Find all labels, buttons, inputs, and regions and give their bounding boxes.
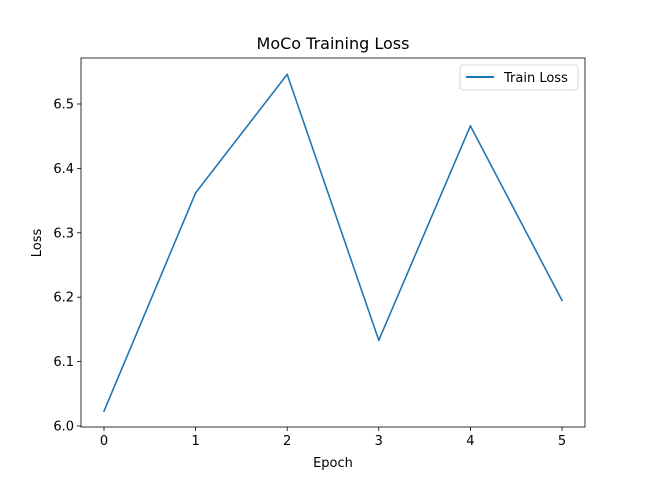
y-tick-label: 6.1: [53, 355, 74, 370]
x-tick-label: 0: [100, 434, 108, 449]
series-line-0: [103, 73, 563, 413]
x-tick-label: 4: [466, 434, 474, 449]
x-axis: 0 1 2 3 4 5: [100, 427, 566, 449]
chart-title: MoCo Training Loss: [257, 34, 410, 53]
y-tick-label: 6.4: [53, 162, 74, 177]
y-tick-label: 6.3: [53, 226, 74, 241]
y-axis: 6.0 6.1 6.2 6.3 6.4 6.5: [53, 98, 81, 435]
x-tick-label: 5: [558, 434, 566, 449]
data-point: [561, 299, 563, 302]
plot-frame: [80, 57, 586, 428]
x-tick-label: 3: [375, 434, 383, 449]
y-tick-label: 6.2: [53, 291, 74, 306]
y-tick-label: 6.5: [53, 98, 74, 113]
legend-box: [459, 64, 579, 91]
y-axis-label: Loss: [30, 229, 45, 258]
data-point: [194, 192, 197, 194]
data-point: [378, 339, 380, 342]
legend-label: Train Loss: [503, 71, 568, 86]
data-point: [469, 125, 472, 127]
x-tick-label: 1: [191, 434, 199, 449]
legend: Train Loss: [459, 64, 579, 91]
series-layer: [103, 73, 563, 413]
x-tick-label: 2: [283, 434, 291, 449]
x-axis-label: Epoch: [313, 456, 353, 471]
data-point: [103, 410, 105, 412]
y-tick-label: 6.0: [53, 420, 74, 435]
data-point: [286, 73, 289, 76]
